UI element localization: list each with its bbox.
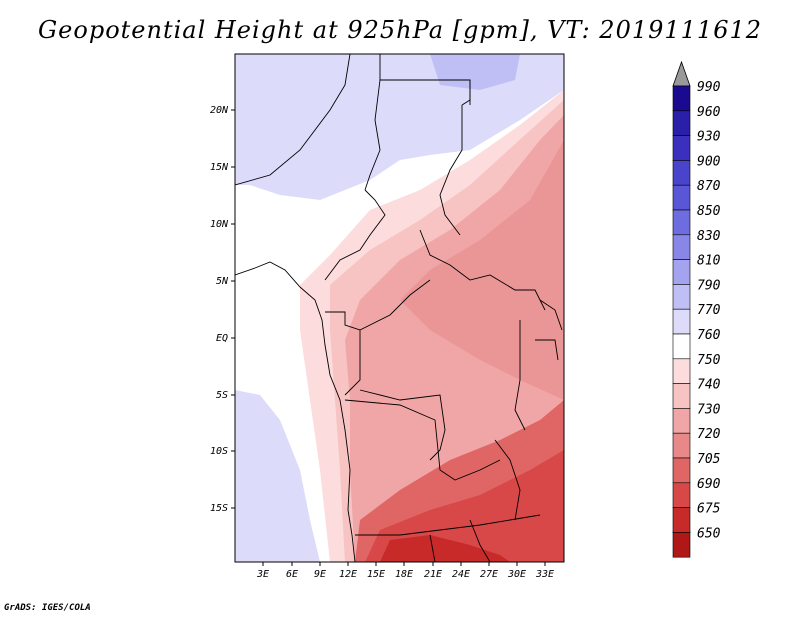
colorbar-cell (672, 457, 691, 484)
colorbar-cell (672, 234, 691, 260)
lon-label: 3E (256, 569, 269, 580)
colorbar-label: 850 (697, 204, 721, 219)
lon-labels: 3E 6E 9E 12E 15E 18E 21E 24E 27E 30E 33E (256, 562, 554, 580)
lat-label: 15N (210, 162, 229, 173)
colorbar-cell (672, 209, 691, 236)
colorbar-label: 690 (697, 477, 721, 492)
lon-label: 33E (535, 569, 554, 580)
colorbar-cell (672, 259, 691, 285)
colorbar: 990 960 930 900 870 850 830 810 790 770 760 750 740 7… (672, 60, 721, 558)
colorbar-cell (672, 308, 691, 335)
lon-label: 21E (424, 569, 442, 580)
colorbar-label: 750 (697, 353, 721, 368)
colorbar-cell (672, 184, 691, 211)
colorbar-cell (672, 284, 691, 310)
lon-label: 9E (314, 569, 326, 580)
colorbar-label: 770 (697, 303, 721, 318)
footer-credit: GrADS: IGES/COLA (4, 603, 91, 613)
lat-label: 15S (210, 503, 228, 514)
colorbar-cell (672, 160, 691, 186)
colorbar-label: 900 (697, 154, 721, 169)
colorbar-label: 740 (697, 378, 721, 393)
lat-label: 10S (210, 446, 228, 457)
colorbar-cell (672, 432, 691, 459)
colorbar-label: 705 (697, 452, 721, 467)
map-frame (234, 53, 565, 563)
lon-label: 30E (507, 569, 526, 580)
lon-label: 6E (286, 569, 298, 580)
height-field (235, 54, 564, 562)
colorbar-label: 760 (697, 328, 721, 343)
colorbar-label: 870 (697, 179, 721, 194)
colorbar-label: 990 (697, 80, 721, 95)
colorbar-cell (672, 383, 691, 409)
colorbar-label: 650 (697, 526, 721, 541)
lon-label: 24E (452, 569, 470, 580)
colorbar-cell (672, 135, 691, 161)
lat-label: 5N (216, 276, 229, 287)
lon-label: 12E (339, 569, 357, 580)
colorbar-cell (672, 110, 691, 136)
lon-label: 18E (395, 569, 413, 580)
lon-label: 27E (480, 569, 498, 580)
colorbar-label: 830 (697, 229, 721, 244)
lat-label: 5S (216, 390, 228, 401)
colorbar-cell (672, 532, 691, 558)
colorbar-label: 720 (697, 427, 721, 442)
colorbar-cell (672, 408, 691, 434)
colorbar-label: 675 (697, 502, 721, 517)
lat-label: 20N (210, 105, 229, 116)
colorbar-cell (672, 507, 691, 533)
colorbar-label: 930 (697, 130, 721, 145)
map-title: Geopotential Height at 925hPa [gpm], VT:… (38, 16, 762, 44)
colorbar-label: 730 (697, 402, 721, 417)
colorbar-cell (672, 482, 691, 508)
colorbar-label: 810 (697, 254, 721, 269)
lon-label: 15E (367, 569, 385, 580)
lat-label: EQ (216, 333, 228, 344)
colorbar-label: 790 (697, 278, 721, 293)
colorbar-cell (672, 358, 691, 384)
lat-label: 10N (210, 219, 229, 230)
colorbar-cell (672, 333, 691, 360)
colorbar-label: 960 (697, 105, 721, 120)
country-borders (235, 54, 563, 562)
colorbar-cell (672, 85, 691, 112)
colorbar-top-arrow (672, 60, 691, 87)
lat-labels: 20N 15N 10N 5N EQ 5S 10S 15S (210, 105, 235, 514)
